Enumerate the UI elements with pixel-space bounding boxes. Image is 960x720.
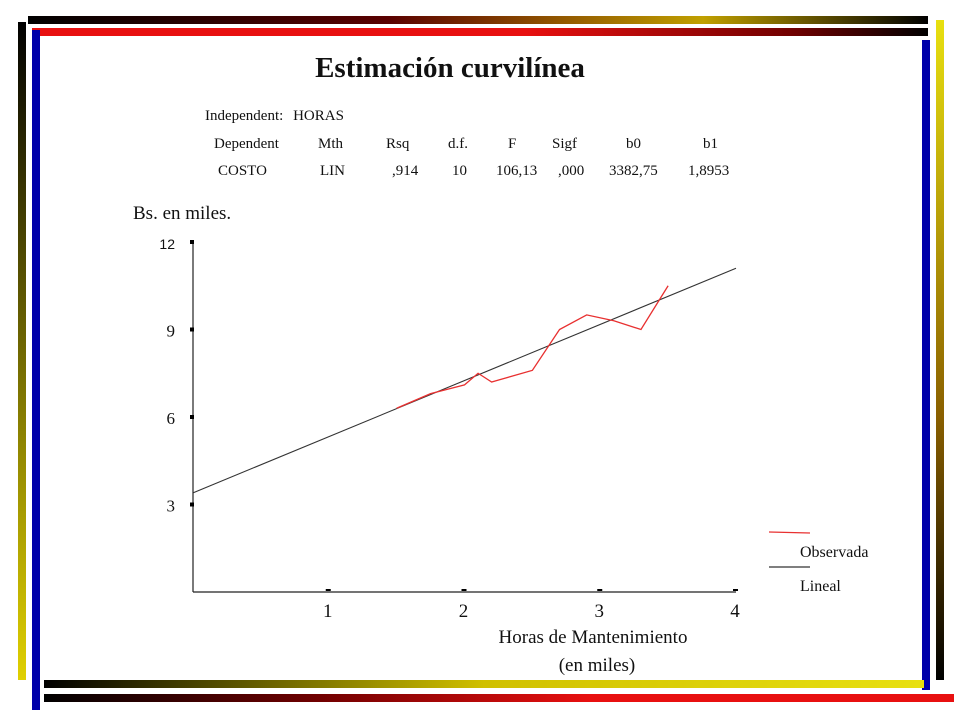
- stats-header: b1: [703, 136, 718, 152]
- frame-left-bar-dark: [18, 22, 26, 680]
- x-tick-label: 2: [459, 601, 469, 622]
- stats-header: F: [508, 136, 517, 152]
- stats-header: d.f.: [448, 136, 468, 152]
- y-tick-mark: [190, 415, 194, 419]
- stats-header: Mth: [318, 136, 344, 152]
- stats-header: Sigf: [552, 136, 578, 152]
- y-axis-label: Bs. en miles.: [133, 203, 232, 224]
- stats-independent: Independent: HORAS: [205, 108, 344, 125]
- frame-bottom-bar-red: [44, 694, 954, 702]
- legend-label-lineal: Lineal: [800, 578, 841, 595]
- frame-right-bar-blue: [922, 40, 930, 690]
- frame-right-bar-yellow: [936, 20, 944, 680]
- x-tick-label: 1: [323, 601, 333, 622]
- y-tick-label: 3: [167, 497, 176, 516]
- legend-label-observada: Observada: [800, 544, 869, 561]
- stats-header: Dependent: [214, 136, 279, 152]
- stats-value: ,914: [392, 163, 419, 179]
- y-tick-mark: [190, 502, 194, 507]
- independent-label: Independent:: [205, 108, 284, 124]
- stats-value: ,000: [558, 163, 585, 179]
- frame-bottom-bar-dark: [44, 680, 924, 688]
- frame-top-bar-dark: [28, 16, 928, 24]
- stats-value: 1,8953: [688, 163, 730, 179]
- x-axis-label: Horas de Mantenimiento: [498, 627, 688, 648]
- independent-value: HORAS: [293, 108, 344, 124]
- y-tick-label: 12: [159, 236, 175, 252]
- stats-value: LIN: [320, 163, 345, 179]
- page-title: Estimación curvilínea: [315, 52, 585, 84]
- stats-value: 106,13: [496, 163, 538, 179]
- x-tick-label: 3: [595, 601, 605, 622]
- stats-value: 3382,75: [609, 163, 658, 179]
- stats-value: 10: [452, 163, 467, 179]
- y-tick-mark: [190, 240, 194, 244]
- y-tick-label: 9: [167, 322, 176, 341]
- frame-left-bar-blue: [32, 30, 40, 710]
- y-tick-mark: [190, 327, 194, 332]
- stats-value: COSTO: [218, 163, 267, 179]
- series-line-lineal: [192, 267, 737, 494]
- stats-header: Rsq: [386, 136, 410, 152]
- series-line-observada: [396, 285, 669, 409]
- x-tick-label: 4: [730, 601, 740, 622]
- frame-top-bar-red: [32, 28, 928, 36]
- x-axis-sublabel: (en miles): [558, 655, 636, 676]
- stats-header: b0: [626, 136, 641, 152]
- y-tick-label: 6: [167, 409, 176, 428]
